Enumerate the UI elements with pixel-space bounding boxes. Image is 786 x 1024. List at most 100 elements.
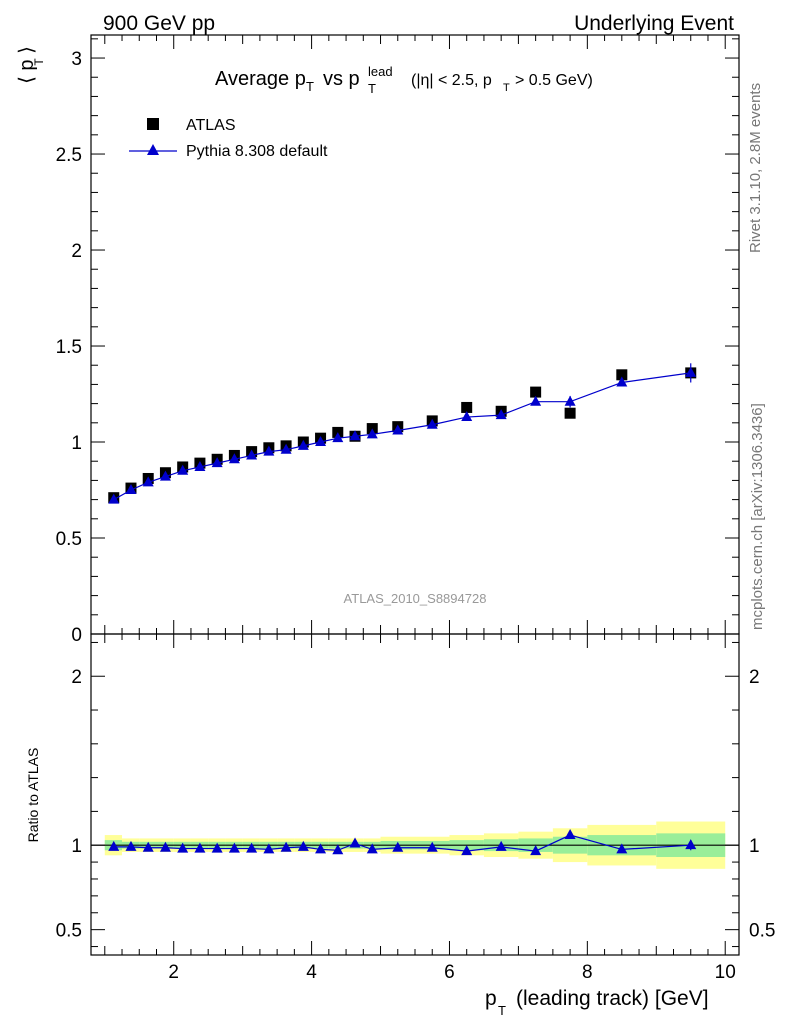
pythia-point [495, 409, 507, 420]
pythia-line [113, 372, 691, 501]
legend-marker-atlas [147, 118, 159, 130]
ratio-y-tick-label: 2 [71, 667, 82, 688]
y-tick-label: 1.5 [56, 337, 82, 358]
x-tick-label: 4 [306, 962, 317, 983]
x-axis-label: p T (leading track) [GeV] [485, 987, 709, 1018]
pythia-point [461, 411, 473, 422]
y-tick-label: 0 [71, 625, 82, 646]
y-tick-label: 3 [71, 49, 82, 70]
svg-text:(|η| < 2.5, p: (|η| < 2.5, p [411, 72, 492, 89]
pythia-point [315, 436, 327, 447]
ratio-pythia-point [564, 829, 576, 840]
axes: 2 4 6 8 10 0 0.5 1 1.5 2 2.5 3 0.5 0.5 1 1 2 2 [56, 34, 775, 983]
ratio-pythia-point [194, 842, 206, 853]
pythia-point [616, 376, 628, 387]
x-tick-label: 2 [168, 962, 179, 983]
svg-text:Average p: Average p [215, 68, 306, 90]
y-tick-label: 2.5 [56, 145, 82, 166]
ratio-pythia-point [685, 839, 697, 850]
svg-text:vs p: vs p [323, 68, 360, 90]
pythia-point [177, 464, 189, 475]
data-points [108, 363, 697, 856]
pythia-point [108, 493, 120, 504]
ratio-y-tick-label-right: 1 [749, 836, 760, 857]
pythia-point [159, 470, 171, 481]
ratio-pythia-point [263, 843, 275, 854]
svg-text:(leading track) [GeV]: (leading track) [GeV] [516, 987, 709, 1010]
ratio-pythia-point [332, 844, 344, 855]
main-y-axis-label: ⟨ p ⟩ T [16, 46, 46, 84]
legend-label-pythia: Pythia 8.308 default [186, 143, 328, 160]
legend-label-atlas: ATLAS [186, 117, 236, 134]
pythia-point [392, 424, 404, 435]
pythia-point [280, 443, 292, 454]
ratio-y-tick-label: 1 [71, 836, 82, 857]
ratio-y-tick-label: 0.5 [56, 921, 82, 942]
pythia-point [211, 457, 223, 468]
ratio-pythia-point [142, 841, 154, 852]
main-plot-title: Average p T vs p lead T (|η| < 2.5, p T … [215, 64, 593, 96]
svg-text:T: T [32, 58, 46, 66]
ratio-pythia-point [530, 845, 542, 856]
rivet-version-label: Rivet 3.1.10, 2.8M events [747, 83, 764, 253]
pythia-point [349, 430, 361, 441]
pythia-point [142, 476, 154, 487]
ratio-pythia-point [125, 840, 137, 851]
header-left: 900 GeV pp [103, 12, 215, 35]
ratio-frame [90, 633, 740, 956]
x-tick-label: 10 [715, 962, 736, 983]
svg-text:T: T [306, 79, 314, 94]
pythia-point [332, 432, 344, 443]
analysis-label: ATLAS_2010_S8894728 [344, 591, 487, 606]
ratio-pythia-point [228, 842, 240, 853]
mcplots-label: mcplots.cern.ch [arXiv:1306.3436] [749, 403, 766, 630]
legend: ATLAS Pythia 8.308 default [129, 117, 328, 160]
ratio-y-tick-label-right: 0.5 [749, 921, 775, 942]
atlas-point [461, 401, 473, 413]
pythia-point [228, 453, 240, 464]
atlas-point [530, 386, 542, 398]
pythia-point [194, 460, 206, 471]
atlas-point [564, 407, 576, 419]
ratio-pythia-point [177, 842, 189, 853]
svg-text:> 0.5 GeV): > 0.5 GeV) [515, 72, 593, 89]
pythia-point [685, 366, 697, 377]
header-right: Underlying Event [574, 12, 734, 35]
x-tick-label: 6 [444, 962, 455, 983]
pythia-point [125, 484, 137, 495]
pythia-point [564, 395, 576, 406]
x-tick-label: 8 [582, 962, 593, 983]
pythia-point [530, 395, 542, 406]
ratio-y-axis-label: Ratio to ATLAS [25, 748, 41, 843]
ratio-pythia-point [392, 841, 404, 852]
ratio-pythia-point [297, 840, 309, 851]
pythia-point [426, 418, 438, 429]
ratio-pythia-point [159, 841, 171, 852]
ratio-pythia-point [461, 845, 473, 856]
pythia-point [246, 449, 258, 460]
ratio-pythia-point [315, 843, 327, 854]
ratio-pythia-point [211, 842, 223, 853]
ratio-pythia-point [280, 841, 292, 852]
y-tick-label: 0.5 [56, 529, 82, 550]
y-tick-label: 2 [71, 241, 82, 262]
svg-text:T: T [503, 82, 510, 94]
pythia-point [263, 445, 275, 456]
svg-text:T: T [498, 1003, 506, 1018]
ratio-pythia-point [495, 840, 507, 851]
y-tick-label: 1 [71, 433, 82, 454]
svg-text:p: p [485, 987, 497, 1010]
ratio-pythia-point [366, 843, 378, 854]
pythia-point [366, 428, 378, 439]
ratio-pythia-point [426, 841, 438, 852]
ratio-pythia-point [108, 840, 120, 851]
ratio-y-tick-label-right: 2 [749, 667, 760, 688]
legend-marker-pythia [147, 144, 159, 155]
ratio-uncertainty-bands [91, 821, 739, 869]
ratio-pythia-point [349, 837, 361, 848]
pythia-point [297, 439, 309, 450]
svg-text:⟨ p ⟩: ⟨ p ⟩ [16, 46, 38, 84]
ratio-pythia-point [616, 843, 628, 854]
svg-text:lead: lead [368, 64, 393, 79]
